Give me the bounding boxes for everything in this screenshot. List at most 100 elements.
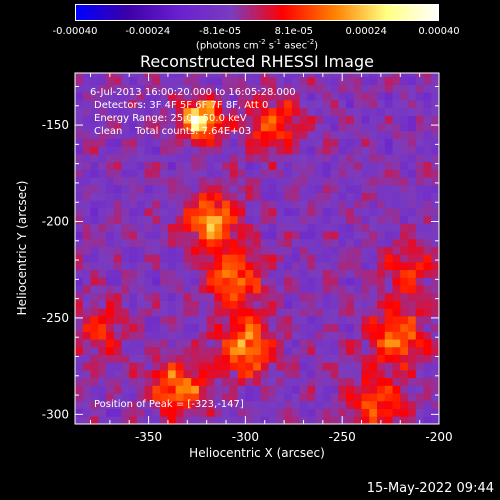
heatmap-cell: [361, 277, 370, 286]
heatmap-cell: [284, 354, 293, 363]
heatmap-cell: [253, 200, 262, 209]
heatmap-cell: [369, 362, 378, 371]
heatmap-cell: [152, 285, 161, 294]
heatmap-cell: [198, 192, 208, 201]
heatmap-cell: [346, 262, 355, 271]
heatmap-cell: [90, 416, 99, 424]
heatmap-cell: [75, 246, 84, 255]
heatmap-cell: [315, 362, 324, 371]
heatmap-cell: [198, 215, 208, 224]
heatmap-cell: [369, 262, 378, 271]
heatmap-cell: [82, 269, 91, 278]
heatmap-cell: [291, 285, 300, 294]
heatmap-cell: [260, 316, 270, 325]
heatmap-cell: [144, 138, 153, 147]
heatmap-cell: [105, 292, 115, 301]
heatmap-cell: [214, 215, 223, 224]
timestamp: 15-May-2022 09:44: [366, 481, 494, 496]
heatmap-cell: [75, 184, 84, 193]
heatmap-cell: [175, 292, 184, 301]
heatmap-cell: [322, 316, 331, 325]
heatmap-cell: [315, 238, 324, 247]
heatmap-cell: [113, 339, 122, 348]
heatmap-cell: [198, 177, 208, 186]
heatmap-cell: [369, 308, 378, 317]
heatmap-cell: [198, 269, 208, 278]
heatmap-cell: [98, 377, 107, 386]
heatmap-cell: [276, 385, 285, 394]
heatmap-cell: [191, 238, 200, 247]
heatmap-cell: [144, 277, 153, 286]
heatmap-cell: [229, 192, 239, 201]
heatmap-cell: [144, 146, 153, 155]
heatmap-cell: [353, 262, 362, 271]
heatmap-cell: [175, 146, 184, 155]
heatmap-cell: [377, 362, 386, 371]
heatmap-cell: [408, 300, 417, 309]
heatmap-cell: [361, 269, 370, 278]
heatmap-cell: [260, 100, 270, 109]
heatmap-cell: [346, 331, 355, 340]
heatmap-cell: [82, 346, 91, 355]
heatmap-cell: [98, 138, 107, 147]
heatmap-cell: [260, 285, 270, 294]
heatmap-cell: [198, 377, 208, 386]
heatmap-cell: [167, 123, 177, 132]
heatmap-cell: [322, 277, 331, 286]
heatmap-cell: [183, 400, 192, 409]
heatmap-cell: [82, 339, 91, 348]
heatmap-cell: [206, 130, 215, 139]
heatmap-cell: [284, 161, 293, 170]
heatmap-cell: [400, 169, 409, 178]
heatmap-cell: [191, 370, 200, 379]
heatmap-cell: [369, 231, 378, 240]
heatmap-cell: [431, 115, 439, 124]
heatmap-cell: [353, 215, 362, 224]
heatmap-cell: [423, 223, 432, 232]
heatmap-cell: [105, 408, 115, 417]
heatmap-cell: [307, 277, 316, 286]
heatmap-cell: [206, 292, 215, 301]
heatmap-cell: [377, 169, 386, 178]
heatmap-cell: [346, 400, 355, 409]
heatmap-cell: [245, 215, 254, 224]
heatmap-cell: [144, 238, 153, 247]
heatmap-cell: [260, 123, 270, 132]
heatmap-cell: [284, 316, 293, 325]
heatmap-cell: [423, 161, 432, 170]
heatmap-cell: [75, 177, 84, 186]
heatmap-cell: [75, 362, 84, 371]
heatmap-cell: [299, 215, 308, 224]
heatmap-cell: [113, 416, 122, 424]
heatmap-cell: [369, 184, 378, 193]
heatmap-cell: [268, 393, 277, 402]
heatmap-cell: [191, 377, 200, 386]
heatmap-cell: [206, 385, 215, 394]
heatmap-cell: [75, 223, 84, 232]
heatmap-cell: [113, 331, 122, 340]
heatmap-cell: [113, 138, 122, 147]
heatmap-cell: [183, 254, 192, 263]
heatmap-cell: [260, 107, 270, 116]
heatmap-cell: [408, 223, 417, 232]
heatmap-cell: [253, 246, 262, 255]
heatmap-cell: [361, 161, 370, 170]
heatmap-cell: [136, 323, 146, 332]
heatmap-cell: [338, 231, 347, 240]
heatmap-cell: [330, 346, 339, 355]
heatmap-cell: [206, 362, 215, 371]
heatmap-cell: [338, 184, 347, 193]
heatmap-cell: [121, 100, 130, 109]
heatmap-cell: [361, 292, 370, 301]
heatmap-cell: [245, 238, 254, 247]
heatmap-cell: [276, 192, 285, 201]
heatmap-cell: [299, 84, 308, 93]
heatmap-cell: [307, 84, 316, 93]
heatmap-cell: [253, 130, 262, 139]
heatmap-cell: [392, 73, 401, 78]
heatmap-cell: [253, 408, 262, 417]
heatmap-cell: [307, 377, 316, 386]
heatmap-cell: [175, 362, 184, 371]
heatmap-cell: [276, 223, 285, 232]
heatmap-cell: [361, 285, 370, 294]
